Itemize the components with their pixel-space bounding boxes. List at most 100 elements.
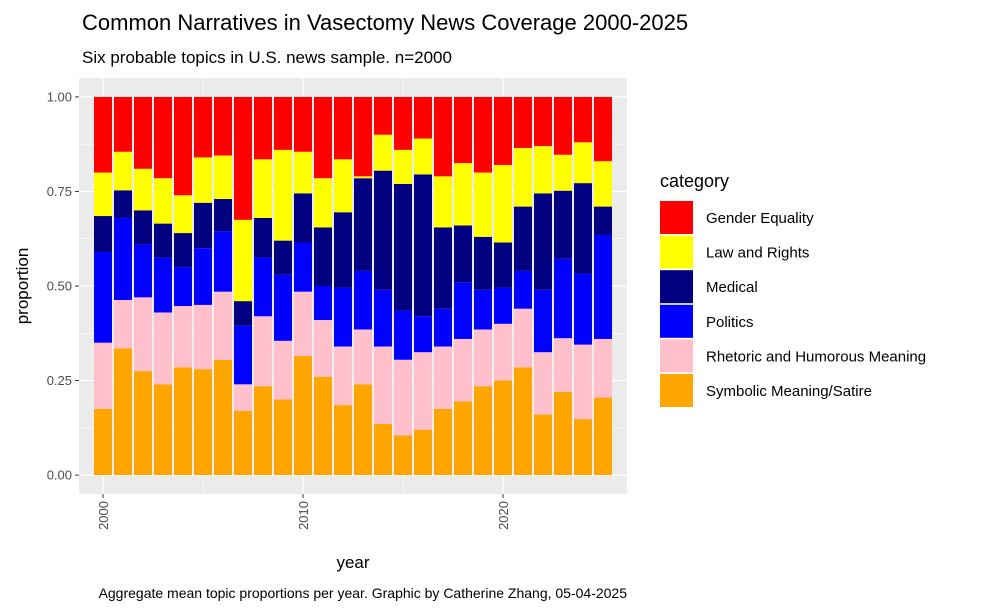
legend-swatch	[660, 201, 693, 234]
legend-title: category	[660, 171, 729, 191]
bar-segment	[514, 206, 532, 271]
bar-segment	[94, 216, 112, 252]
bar-segment	[254, 316, 272, 387]
bar-segment	[234, 384, 252, 411]
legend-label: Rhetoric and Humorous Meaning	[706, 348, 926, 365]
bar-segment	[434, 227, 452, 309]
bar-segment	[254, 217, 272, 258]
bar-segment	[194, 96, 212, 158]
bar-segment	[454, 96, 472, 164]
bar-segment	[154, 223, 172, 258]
bar-segment	[394, 149, 412, 184]
bar-segment	[154, 384, 172, 476]
bar-segment	[574, 273, 592, 345]
chart-caption: Aggregate mean topic proportions per yea…	[99, 585, 628, 601]
bar-segment	[374, 346, 392, 425]
bar-segment	[314, 376, 332, 476]
bar-segment	[134, 96, 152, 169]
bar-segment	[454, 225, 472, 283]
bar-segment	[414, 352, 432, 430]
bar-segment	[274, 399, 292, 476]
bar-segment	[274, 149, 292, 241]
bar-segment	[254, 257, 272, 317]
y-tick-label: 1.00	[47, 89, 72, 104]
bar-segment	[354, 96, 372, 177]
bar-segment	[114, 217, 132, 300]
bar-segment	[534, 193, 552, 290]
legend-swatch	[660, 374, 693, 407]
bar-segment	[414, 316, 432, 353]
bar-segment	[494, 287, 512, 324]
bar-segment	[334, 405, 352, 476]
bar-segment	[534, 146, 552, 194]
bar-segment	[214, 155, 232, 200]
bar-segment	[154, 312, 172, 385]
bar-segment	[554, 258, 572, 339]
bar-segment	[114, 190, 132, 218]
bar-segment	[434, 176, 452, 228]
x-axis-ticks: 2000 2010 2020	[96, 494, 511, 530]
legend-label: Politics	[706, 314, 754, 331]
bar-segment	[474, 386, 492, 476]
bar-segment	[254, 96, 272, 160]
bar-segment	[294, 96, 312, 152]
bar-segment	[354, 178, 372, 271]
bar-segment	[294, 242, 312, 292]
bar-segment	[214, 96, 232, 156]
bar-segment	[134, 244, 152, 298]
bar-segment	[314, 178, 332, 228]
bar-segment	[94, 96, 112, 173]
bar-segment	[174, 267, 192, 307]
bar-segment	[394, 96, 412, 150]
bar-segment	[114, 348, 132, 476]
bar-segment	[274, 340, 292, 400]
legend-swatch	[660, 304, 693, 338]
bar-segment	[134, 297, 152, 372]
x-tick-label: 2010	[296, 501, 311, 530]
bar-segment	[314, 286, 332, 321]
legend-swatch	[660, 235, 693, 269]
bar-segment	[154, 257, 172, 313]
bar-segment	[234, 301, 252, 326]
bar-segment	[214, 291, 232, 360]
bar-segment	[554, 391, 572, 476]
x-tick-label: 2000	[96, 501, 111, 530]
bar-segment	[434, 308, 452, 347]
bar-segment	[454, 282, 472, 339]
bar-segment	[274, 96, 292, 150]
bar-segment	[194, 248, 212, 305]
bar-segment	[294, 151, 312, 194]
bar-segment	[314, 227, 332, 286]
bar-segment	[574, 344, 592, 420]
bar-segment	[214, 359, 232, 476]
bar-segment	[374, 96, 392, 135]
bar-segment	[594, 338, 612, 398]
bar-segment	[114, 96, 132, 152]
bar-segment	[594, 234, 612, 339]
bar-segment	[274, 240, 292, 275]
bar-segment	[354, 270, 372, 330]
bar-segment	[574, 183, 592, 274]
legend-label: Symbolic Meaning/Satire	[706, 383, 872, 400]
legend-swatch	[660, 270, 693, 304]
bar-segment	[374, 289, 392, 347]
bar-segment	[354, 384, 372, 476]
bar-segment	[594, 96, 612, 162]
bar-segment	[494, 164, 512, 243]
bar-segment	[394, 359, 412, 436]
bar-segment	[214, 199, 232, 232]
legend-label: Gender Equality	[706, 210, 814, 227]
bar-segment	[514, 96, 532, 148]
bar-segment	[354, 176, 372, 179]
bar-segment	[454, 401, 472, 476]
bar-segment	[234, 410, 252, 476]
bar-segment	[474, 329, 492, 387]
legend: Gender Equality Law and Rights Medical Poli…	[660, 201, 926, 407]
bar-segment	[134, 210, 152, 245]
bar-segment	[394, 435, 412, 476]
bar-segment	[234, 96, 252, 220]
bar-segment	[554, 96, 572, 155]
bar-segment	[494, 323, 512, 381]
bar-segment	[294, 355, 312, 476]
bar-segment	[134, 168, 152, 211]
